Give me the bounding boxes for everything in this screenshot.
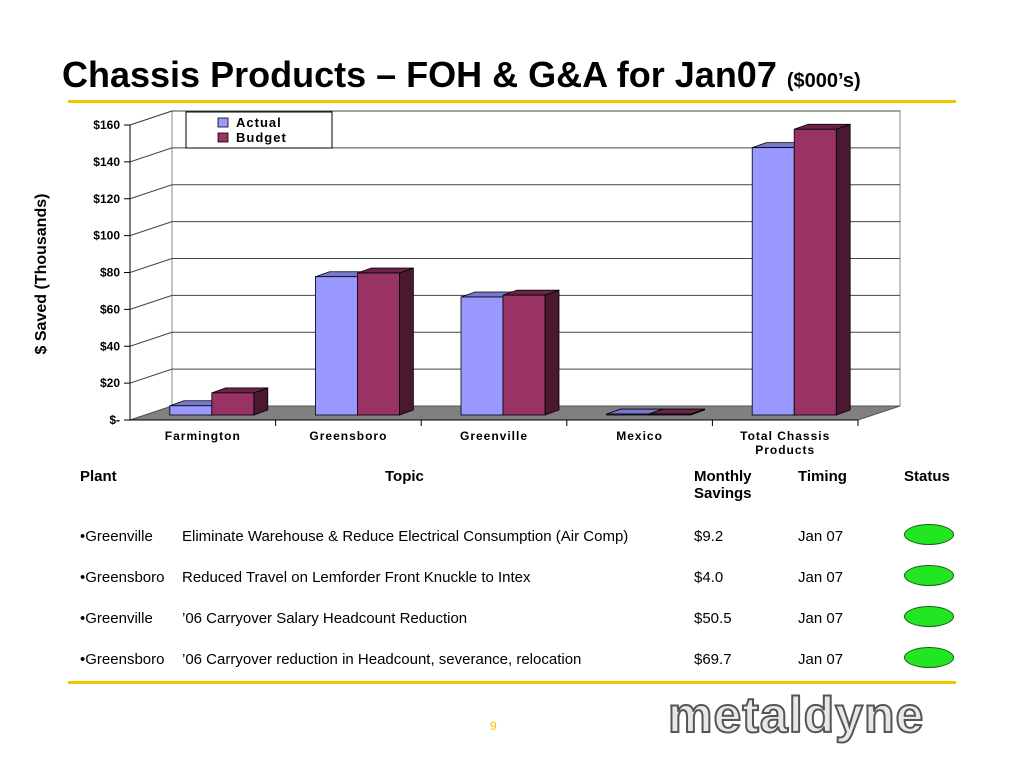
gridline-side — [129, 331, 173, 347]
legend-swatch-actual — [217, 117, 229, 128]
gridline-side — [129, 294, 173, 310]
bar-actual — [751, 147, 795, 416]
row-timing: Jan 07 — [798, 528, 844, 545]
y-tick-label: $40 — [100, 339, 120, 353]
slide-title-unit: ($000’s) — [786, 70, 861, 92]
table-row: •Greenville Eliminate Warehouse & Reduce… — [78, 516, 964, 557]
gridline-side — [129, 221, 173, 237]
status-indicator-icon — [904, 606, 954, 627]
row-savings: $69.7 — [694, 651, 732, 668]
row-plant: •Greenville — [80, 528, 153, 545]
row-status — [902, 598, 964, 639]
page-number: 9 — [490, 719, 497, 733]
bar-budget — [211, 392, 255, 416]
gridline-side — [129, 258, 173, 273]
y-tick-label: $- — [109, 413, 120, 427]
header-timing: Timing — [798, 468, 847, 485]
header-status: Status — [904, 468, 950, 485]
row-savings: $9.2 — [694, 528, 724, 545]
x-tick-label: Total Chassis — [740, 429, 830, 443]
gridline-side — [129, 184, 173, 200]
row-timing: Jan 07 — [798, 610, 844, 627]
bar-budget — [648, 413, 691, 416]
slide-title: Chassis Products – FOH & G&A for Jan07 (… — [62, 54, 861, 96]
status-indicator-icon — [904, 565, 954, 586]
x-tick-label: Greensboro — [309, 429, 387, 443]
savings-table: Plant Topic Monthly Savings Timing Statu… — [78, 468, 964, 680]
top-rule — [68, 100, 956, 103]
status-indicator-icon — [904, 524, 954, 545]
bar-side-budget — [398, 267, 414, 416]
bar-budget — [502, 294, 546, 416]
row-topic: Reduced Travel on Lemforder Front Knuckl… — [182, 569, 531, 586]
x-tick-label: Products — [755, 443, 815, 457]
y-tick-label: $20 — [100, 376, 120, 390]
table-row: •Greenville ’06 Carryover Salary Headcou… — [78, 598, 964, 639]
row-timing: Jan 07 — [798, 651, 844, 668]
table-header-row: Plant Topic Monthly Savings Timing Statu… — [78, 468, 964, 516]
row-plant: •Greensboro — [80, 651, 165, 668]
row-topic: ’06 Carryover Salary Headcount Reduction — [182, 610, 468, 627]
bar-budget — [793, 128, 837, 416]
bottom-rule — [68, 681, 956, 684]
bar-side-budget — [544, 289, 560, 416]
y-tick-label: $140 — [93, 155, 120, 169]
gridline-side — [129, 368, 173, 384]
legend-label-budget: Budget — [236, 130, 287, 145]
row-savings: $4.0 — [694, 569, 724, 586]
table-row: •Greensboro ’06 Carryover reduction in H… — [78, 639, 964, 680]
bar-chart: $- $20 $40 $60 $80 $100 $120 $140 $160 Farmington… — [93, 110, 901, 457]
bar-actual — [169, 405, 213, 416]
bar-side-budget — [835, 123, 851, 416]
bar-actual — [460, 296, 504, 416]
row-plant: •Greensboro — [80, 569, 165, 586]
row-status — [902, 639, 964, 680]
company-logo: metaldyne — [667, 687, 925, 743]
header-monthly-line2: Savings — [694, 485, 752, 502]
table-row: •Greensboro Reduced Travel on Lemforder … — [78, 557, 964, 598]
row-status — [902, 516, 964, 557]
header-monthly-savings: Monthly Savings — [692, 468, 796, 516]
row-status — [902, 557, 964, 598]
x-tick-label: Greenville — [460, 429, 528, 443]
header-monthly-line1: Monthly — [694, 468, 752, 485]
x-tick-label: Farmington — [165, 429, 241, 443]
row-timing: Jan 07 — [798, 569, 844, 586]
y-tick-label: $80 — [100, 266, 120, 280]
bar-budget — [356, 272, 400, 416]
y-tick-label: $120 — [93, 192, 120, 206]
legend-box — [185, 111, 333, 149]
status-indicator-icon — [904, 647, 954, 668]
gridline-side — [129, 147, 173, 163]
bar-actual — [606, 413, 649, 416]
y-tick-label: $100 — [93, 229, 120, 243]
y-tick-label: $160 — [93, 118, 120, 132]
row-savings: $50.5 — [694, 610, 732, 627]
row-topic: ’06 Carryover reduction in Headcount, se… — [182, 651, 582, 668]
slide-title-text: Chassis Products – FOH & G&A for Jan07 — [62, 54, 777, 95]
row-topic: Eliminate Warehouse & Reduce Electrical … — [182, 528, 629, 545]
header-plant: Plant — [80, 468, 117, 485]
header-topic: Topic — [385, 468, 424, 485]
y-tick-label: $60 — [100, 302, 120, 316]
x-tick-label: Mexico — [616, 429, 663, 443]
bar-actual — [314, 276, 358, 416]
row-plant: •Greenville — [80, 610, 153, 627]
gridline-side — [129, 110, 173, 126]
y-axis-title-text: $ Saved (Thousands) — [33, 193, 50, 355]
legend-label-actual: Actual — [236, 115, 282, 130]
legend-swatch-budget — [217, 132, 229, 143]
